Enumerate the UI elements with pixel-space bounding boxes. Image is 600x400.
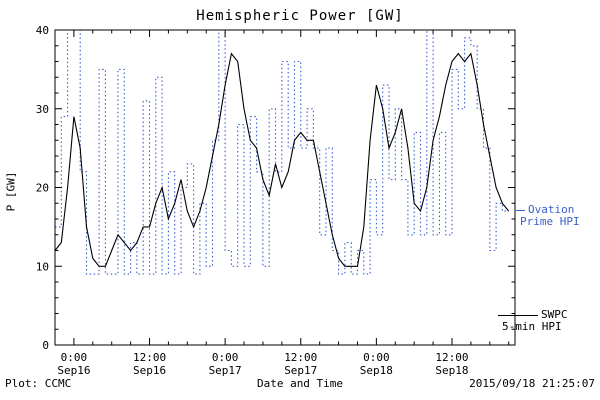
svg-text:0: 0 xyxy=(42,339,49,352)
legend-ovation: Ovation Prime HPI xyxy=(516,204,580,228)
svg-text:12:00: 12:00 xyxy=(435,351,468,364)
y-axis-label: P [GW] xyxy=(4,171,18,212)
footer-timestamp: 2015/09/18 21:25:07 xyxy=(469,377,595,390)
svg-text:Sep17: Sep17 xyxy=(284,364,317,377)
legend-swpc-line1: SWPC xyxy=(541,308,568,321)
legend-ovation-line2: Prime HPI xyxy=(520,215,580,228)
legend-swpc-line2: 5-min HPI xyxy=(502,320,562,333)
svg-text:10: 10 xyxy=(36,260,49,273)
svg-text:0:00: 0:00 xyxy=(363,351,390,364)
svg-text:30: 30 xyxy=(36,103,49,116)
svg-text:Sep16: Sep16 xyxy=(133,364,166,377)
swpc-line-sample-icon xyxy=(498,314,538,316)
svg-text:12:00: 12:00 xyxy=(284,351,317,364)
svg-text:Sep17: Sep17 xyxy=(209,364,242,377)
svg-text:Sep18: Sep18 xyxy=(360,364,393,377)
svg-text:12:00: 12:00 xyxy=(133,351,166,364)
svg-text:40: 40 xyxy=(36,24,49,37)
svg-text:Sep16: Sep16 xyxy=(57,364,90,377)
ovation-line-sample-icon xyxy=(516,209,525,211)
x-axis-label: Date and Time xyxy=(256,377,344,390)
footer-plot-source: Plot: CCMC xyxy=(5,377,72,390)
legend-ovation-line1: Ovation xyxy=(528,203,575,216)
chart-title: Hemispheric Power [GW] xyxy=(196,8,404,24)
svg-text:Sep18: Sep18 xyxy=(435,364,468,377)
svg-text:0:00: 0:00 xyxy=(61,351,88,364)
svg-text:20: 20 xyxy=(36,182,49,195)
legend-swpc: SWPC 5-min HPI xyxy=(498,309,568,333)
svg-text:0:00: 0:00 xyxy=(212,351,239,364)
